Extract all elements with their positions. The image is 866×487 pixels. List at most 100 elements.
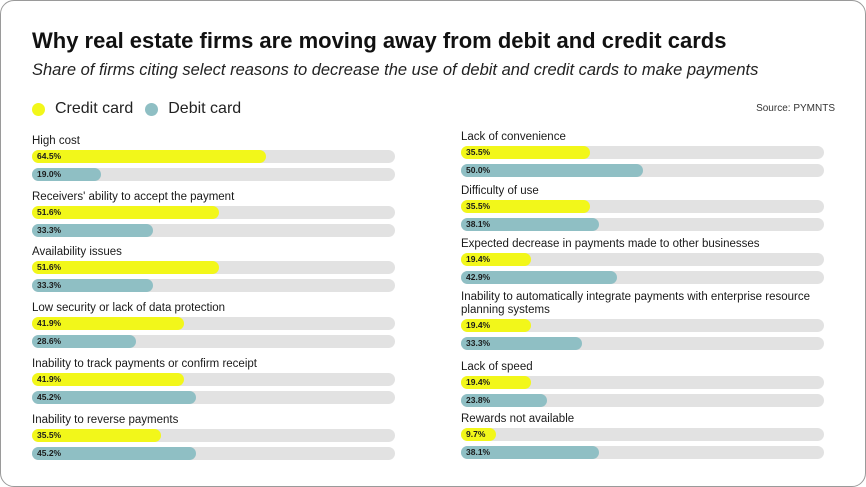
category-group-8: Expected decrease in payments made to ot… — [461, 238, 824, 284]
bar-track-credit: 9.7% — [461, 428, 824, 441]
category-label-11: Rewards not available — [461, 413, 575, 425]
legend-item-debit: Debit card — [145, 100, 241, 118]
category-group-9: Inability to automatically integrate pay… — [461, 291, 824, 350]
bar-debit-10 — [461, 394, 548, 407]
bar-track-debit: 33.3% — [461, 337, 824, 350]
data-label-credit-6: 35.5% — [466, 147, 491, 157]
bar-credit-7 — [461, 200, 590, 213]
bar-debit-5 — [32, 447, 197, 460]
category-group-3: Low security or lack of data protection 4… — [32, 302, 395, 348]
bar-track-debit: 45.2% — [32, 391, 395, 404]
data-label-credit-4: 41.9% — [37, 374, 62, 384]
data-label-credit-10: 19.4% — [466, 377, 491, 387]
left-column: High cost 64.5% 19.0% Receivers' ability to… — [32, 135, 395, 465]
category-group-4: Inability to track payments or confirm r… — [32, 358, 395, 404]
bar-track-debit: 33.3% — [32, 224, 395, 237]
data-label-debit-1: 33.3% — [37, 225, 62, 235]
bar-debit-1 — [32, 224, 153, 237]
data-label-credit-8: 19.4% — [466, 254, 491, 264]
category-label-0: High cost — [32, 135, 80, 147]
category-group-1: Receivers' ability to accept the payment… — [32, 191, 395, 237]
data-label-credit-5: 35.5% — [37, 430, 62, 440]
bar-track-credit: 35.5% — [461, 146, 824, 159]
data-label-credit-11: 9.7% — [466, 429, 486, 439]
right-column: Lack of convenience 35.5% 50.0% Difficulty … — [461, 131, 824, 465]
category-group-10: Lack of speed 19.4% 23.8% — [461, 361, 824, 407]
category-label-7: Difficulty of use — [461, 185, 539, 197]
data-label-credit-1: 51.6% — [37, 207, 62, 217]
data-label-credit-3: 41.9% — [37, 318, 62, 328]
category-group-2: Availability issues 51.6% 33.3% — [32, 246, 395, 292]
bar-track-credit: 64.5% — [32, 150, 395, 163]
bar-credit-3 — [32, 317, 185, 330]
category-label-10: Lack of speed — [461, 361, 533, 373]
legend-label-debit: Debit card — [168, 100, 242, 117]
category-group-6: Lack of convenience 35.5% 50.0% — [461, 131, 824, 177]
category-group-0: High cost 64.5% 19.0% — [32, 135, 395, 181]
bar-track-debit: 38.1% — [461, 218, 824, 231]
category-group-7: Difficulty of use 35.5% 38.1% — [461, 185, 824, 231]
bar-credit-6 — [461, 146, 590, 159]
bar-track-credit: 51.6% — [32, 206, 395, 219]
category-group-5: Inability to reverse payments 35.5% 45.2% — [32, 414, 395, 460]
category-label-4: Inability to track payments or confirm r… — [32, 358, 257, 370]
category-label-3: Low security or lack of data protection — [32, 302, 226, 314]
bar-credit-11 — [461, 428, 497, 441]
data-label-credit-9: 19.4% — [466, 320, 491, 330]
bar-track-credit: 35.5% — [32, 429, 395, 442]
bar-track-debit: 50.0% — [461, 164, 824, 177]
bar-debit-2 — [32, 279, 153, 292]
bar-debit-7 — [461, 218, 600, 231]
legend-swatch-credit — [32, 102, 45, 116]
bar-credit-9 — [461, 319, 532, 332]
bar-credit-10 — [461, 376, 532, 389]
bar-track-debit: 19.0% — [32, 168, 395, 181]
data-label-debit-11: 38.1% — [466, 447, 491, 457]
bar-track-debit: 38.1% — [461, 446, 824, 459]
data-label-debit-6: 50.0% — [466, 165, 491, 175]
source-note: Source: PYMNTS — [756, 103, 835, 114]
bar-debit-0 — [32, 168, 101, 181]
data-label-credit-2: 51.6% — [37, 262, 62, 272]
bar-track-debit: 45.2% — [32, 447, 395, 460]
bar-track-credit: 41.9% — [32, 317, 395, 330]
bar-debit-4 — [32, 391, 197, 404]
bar-credit-8 — [461, 253, 532, 266]
category-label-1: Receivers' ability to accept the payment — [32, 191, 235, 203]
category-label-8: Expected decrease in payments made to ot… — [461, 238, 760, 250]
legend: Credit card Debit card — [32, 100, 253, 118]
bar-credit-4 — [32, 373, 185, 386]
bar-debit-9 — [461, 337, 582, 350]
bar-debit-6 — [461, 164, 643, 177]
data-label-credit-0: 64.5% — [37, 151, 62, 161]
legend-label-credit: Credit card — [55, 100, 134, 117]
bar-debit-11 — [461, 446, 600, 459]
bar-track-credit: 19.4% — [461, 319, 824, 332]
bar-track-debit: 42.9% — [461, 271, 824, 284]
bar-track-credit: 51.6% — [32, 261, 395, 274]
data-label-debit-5: 45.2% — [37, 448, 62, 458]
bar-credit-2 — [32, 261, 220, 274]
bar-track-credit: 41.9% — [32, 373, 395, 386]
bar-track-debit: 28.6% — [32, 335, 395, 348]
data-label-debit-0: 19.0% — [37, 169, 62, 179]
bar-credit-0 — [32, 150, 267, 163]
data-label-credit-7: 35.5% — [466, 201, 491, 211]
data-label-debit-2: 33.3% — [37, 280, 62, 290]
data-label-debit-10: 23.8% — [466, 395, 491, 405]
category-group-11: Rewards not available 9.7% 38.1% — [461, 413, 824, 459]
bar-track-credit: 35.5% — [461, 200, 824, 213]
bar-credit-1 — [32, 206, 220, 219]
data-label-debit-3: 28.6% — [37, 336, 62, 346]
category-label-9: Inability to automatically integrate pay… — [461, 291, 811, 316]
chart-subtitle: Share of firms citing select reasons to … — [32, 61, 759, 79]
bar-track-debit: 33.3% — [32, 279, 395, 292]
bar-debit-8 — [461, 271, 617, 284]
legend-swatch-debit — [145, 102, 159, 116]
data-label-debit-8: 42.9% — [466, 272, 491, 282]
legend-item-credit: Credit card — [32, 100, 133, 118]
chart-title: Why real estate firms are moving away fr… — [32, 28, 727, 53]
bar-track-credit: 19.4% — [461, 253, 824, 266]
data-label-debit-9: 33.3% — [466, 338, 491, 348]
